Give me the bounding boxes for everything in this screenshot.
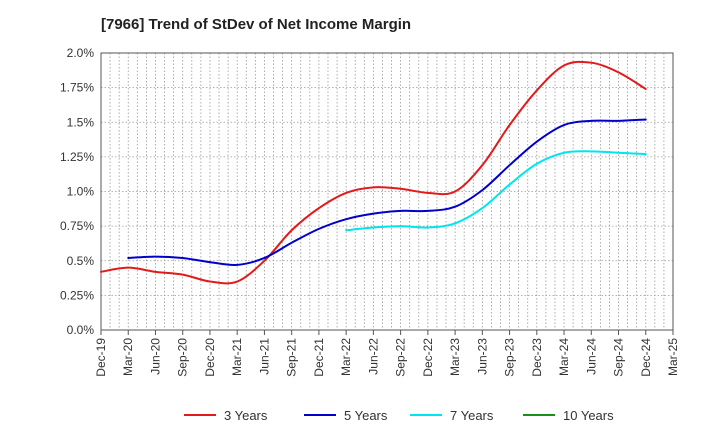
y-tick-label: 1.5% (67, 115, 95, 129)
x-tick-label: Mar-24 (557, 338, 571, 376)
series-line-2 (127, 118, 647, 267)
y-tick-label: 0.75% (60, 219, 94, 233)
x-tick-label: Jun-20 (148, 338, 162, 375)
x-tick-label: Jun-21 (257, 338, 271, 375)
y-tick-label: 2.0% (67, 46, 95, 60)
legend-label-2: 5 Years (344, 408, 388, 423)
plot-border (100, 52, 674, 331)
x-tick-label: Dec-24 (639, 338, 653, 377)
x-tick-label: Jun-24 (584, 338, 598, 375)
x-tick-label: Jun-22 (366, 338, 380, 375)
x-tick-label: Mar-20 (121, 338, 135, 376)
y-tick-label: 1.25% (60, 150, 94, 164)
series-line-3 (345, 150, 647, 232)
y-tick-label: 0.25% (60, 288, 94, 302)
x-tick-label: Dec-19 (94, 338, 108, 377)
x-tick-label: Sep-23 (503, 338, 517, 377)
x-tick-label: Dec-23 (530, 338, 544, 377)
x-tick-label: Mar-21 (230, 338, 244, 376)
x-tick-label: Mar-23 (448, 338, 462, 376)
chart-title: [7966] Trend of StDev of Net Income Marg… (101, 16, 412, 33)
y-tick-label: 1.0% (67, 185, 95, 199)
y-tick-label: 0.0% (67, 323, 95, 337)
x-tick-label: Mar-25 (666, 338, 680, 376)
x-tick-label: Dec-21 (312, 338, 326, 377)
x-tick-label: Jun-23 (475, 338, 489, 375)
series-line-1 (100, 60, 647, 285)
x-tick-label: Sep-24 (612, 338, 626, 377)
y-tick-label: 1.75% (60, 81, 94, 95)
x-tick-label: Dec-22 (421, 338, 435, 377)
legend-label-3: 7 Years (450, 408, 494, 423)
x-tick-label: Sep-22 (394, 338, 408, 377)
x-tick-label: Sep-21 (285, 338, 299, 377)
plot-area (101, 53, 673, 330)
y-tick-label: 0.5% (67, 254, 95, 268)
x-tick-label: Dec-20 (203, 338, 217, 377)
legend-label-4: 10 Years (563, 408, 614, 423)
x-tick-label: Sep-20 (176, 338, 190, 377)
legend-label-1: 3 Years (224, 408, 268, 423)
x-tick-label: Mar-22 (339, 338, 353, 376)
